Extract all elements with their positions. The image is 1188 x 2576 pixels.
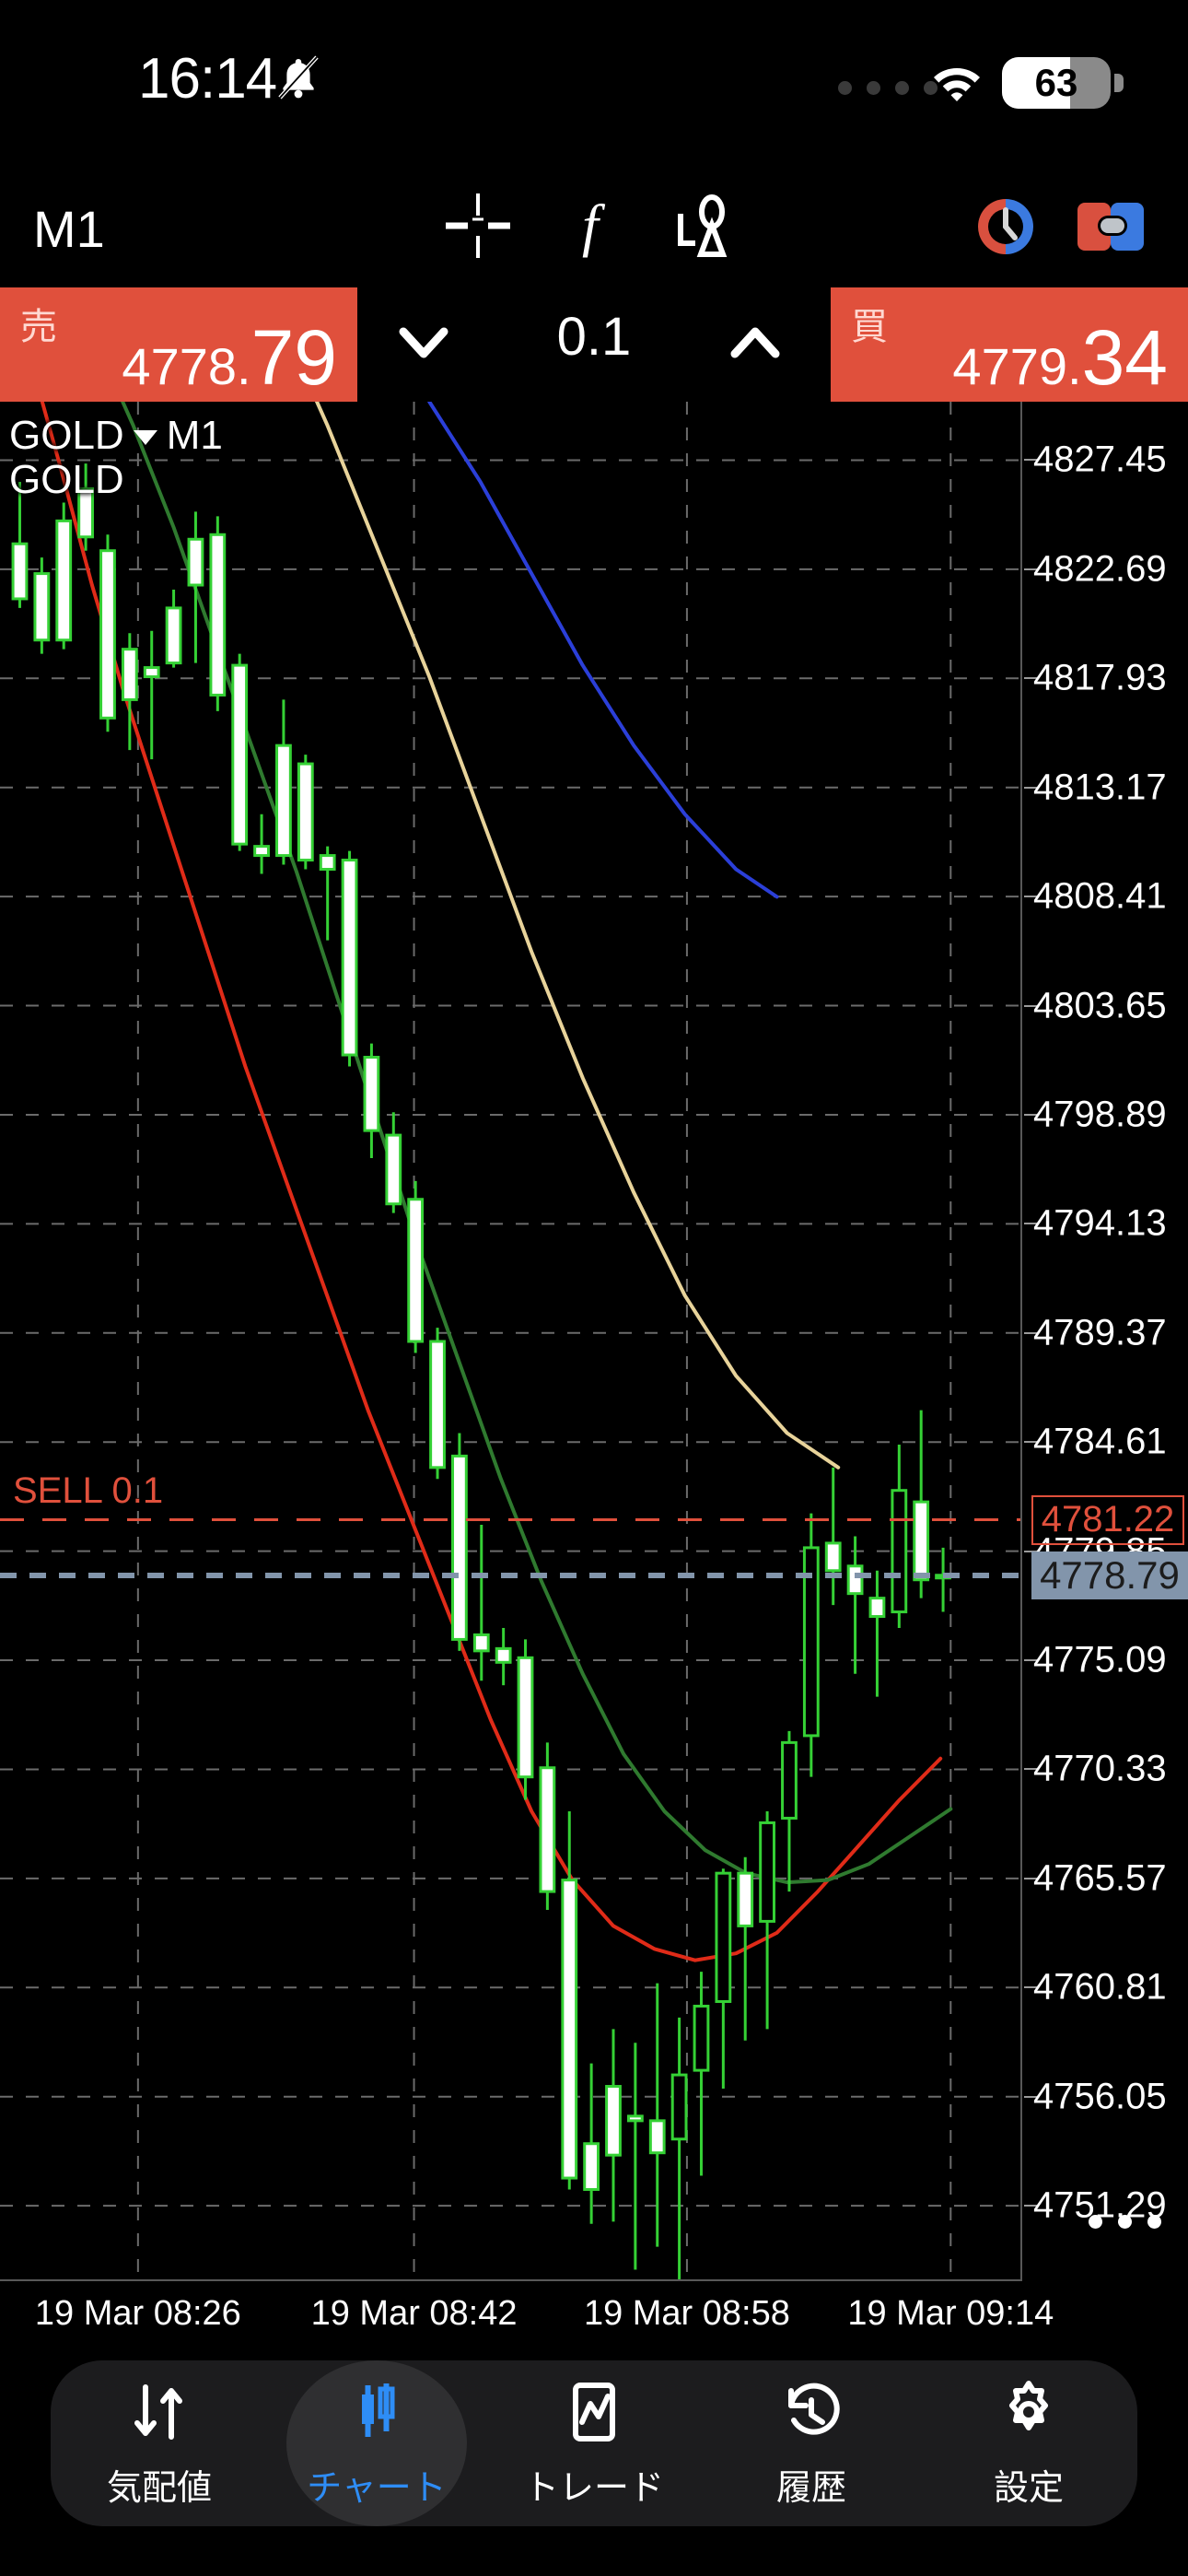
time-axis-label: 19 Mar 08:58 (583, 2294, 790, 2333)
price-tick-label: 4827.45 (1033, 439, 1167, 480)
bid-price-badge: 4778.79 (1031, 1551, 1188, 1599)
more-dots-icon[interactable] (1089, 2215, 1161, 2229)
price-tick-mark (1024, 1223, 1037, 1225)
status-time: 16:14 (138, 47, 277, 111)
sell-button[interactable]: 売 4778.79 (0, 287, 357, 402)
nav-item-2[interactable]: トレード (485, 2370, 703, 2517)
one-click-trading-icon[interactable] (1076, 199, 1146, 254)
nav-item-4[interactable]: 設定 (920, 2370, 1137, 2517)
price-tick-label: 4789.37 (1033, 1312, 1167, 1353)
battery-percent: 63 (1034, 61, 1078, 104)
buy-label: 買 (851, 307, 888, 347)
price-tick-label: 4770.33 (1033, 1748, 1167, 1789)
sell-price: 4778.79 (122, 319, 337, 396)
svg-text:f: f (582, 193, 606, 258)
price-tick-mark (1024, 459, 1037, 462)
sell-price-dec: 79 (250, 314, 337, 401)
objects-icon[interactable] (668, 192, 740, 260)
price-tick-mark (1024, 1331, 1037, 1334)
price-tick-mark (1024, 1986, 1037, 1989)
history-clock-icon (777, 2378, 845, 2446)
bell-muted-icon (278, 55, 319, 100)
price-tick-mark (1024, 2205, 1037, 2207)
chart-symbol-header[interactable]: GOLD M1 (9, 413, 223, 459)
price-tick-label: 4813.17 (1033, 767, 1167, 808)
gear-icon (995, 2378, 1063, 2446)
time-axis: 19 Mar 08:26 19 Mar 08:42 19 Mar 08:58 19 M… (0, 2294, 1188, 2359)
price-tick-mark (1024, 786, 1037, 789)
price-tick-label: 4765.57 (1033, 1857, 1167, 1899)
sell-price-int: 4778. (122, 337, 251, 395)
status-bar: 16:14 63 (0, 0, 1188, 166)
buy-button[interactable]: 買 4779.34 (831, 287, 1188, 402)
price-scale[interactable]: 4827.45 4822.69 4817.93 4813.17 4808.41 4803.… (1024, 402, 1188, 2281)
sell-label: 売 (20, 307, 57, 347)
chart-toolbar: M1 f (0, 166, 1188, 284)
price-tick-mark (1024, 2095, 1037, 2098)
price-tick-mark (1024, 1659, 1037, 1662)
price-tick-label: 4817.93 (1033, 657, 1167, 698)
trade-chart-icon (560, 2378, 628, 2446)
nav-item-label: 履歴 (775, 2468, 846, 2508)
nav-item-3[interactable]: 履歴 (703, 2370, 920, 2517)
battery-indicator: 63 (1002, 57, 1111, 109)
volume-value[interactable]: 0.1 (556, 307, 632, 367)
price-tick-mark (1024, 1768, 1037, 1771)
price-tick-label: 4803.65 (1033, 985, 1167, 1026)
candlestick-icon (343, 2378, 411, 2446)
volume-decrease-button[interactable] (396, 319, 451, 367)
price-tick-label: 4760.81 (1033, 1966, 1167, 2008)
time-axis-label: 19 Mar 09:14 (847, 2294, 1054, 2333)
price-tick-mark (1024, 568, 1037, 570)
position-label[interactable]: SELL 0.1 (13, 1469, 164, 1511)
nav-item-0[interactable]: 気配値 (51, 2370, 268, 2517)
price-tick-label: 4798.89 (1033, 1094, 1167, 1135)
price-tick-mark (1024, 1113, 1037, 1116)
buy-price-int: 4779. (952, 337, 1082, 395)
quote-bar: 売 4778.79 0.1 買 4779.34 (0, 284, 1188, 402)
nav-item-label: 気配値 (106, 2468, 212, 2508)
function-f-icon[interactable]: f (562, 192, 634, 260)
price-tick-label: 4756.05 (1033, 2076, 1167, 2117)
volume-increase-button[interactable] (728, 319, 783, 367)
wifi-icon (934, 68, 980, 101)
chart-timeframe: M1 (166, 413, 223, 458)
time-axis-label: 19 Mar 08:26 (34, 2294, 241, 2333)
price-tick-mark (1024, 1877, 1037, 1879)
price-tick-label: 4808.41 (1033, 875, 1167, 917)
battery-tip (1114, 74, 1124, 92)
price-tick-label: 4775.09 (1033, 1639, 1167, 1680)
chart-symbol: GOLD (9, 413, 124, 458)
chart-canvas (0, 402, 1020, 2279)
order-price-badge[interactable]: 4781.22 (1031, 1494, 1184, 1545)
buy-price-dec: 34 (1081, 314, 1168, 401)
quotes-arrows-icon (125, 2378, 193, 2446)
timeframe-button[interactable]: M1 (33, 200, 105, 258)
price-tick-mark (1024, 1441, 1037, 1444)
chart-plot[interactable]: GOLD M1 GOLD SELL 0.1 (0, 402, 1022, 2281)
price-tick-mark (1024, 1550, 1037, 1552)
price-tick-mark (1024, 1004, 1037, 1007)
chart-symbol-sub: GOLD (9, 457, 124, 502)
price-tick-label: 4822.69 (1033, 548, 1167, 590)
buy-price: 4779.34 (952, 319, 1168, 396)
nav-item-label: トレード (523, 2468, 664, 2508)
signal-dots-icon (838, 81, 938, 95)
chart-area[interactable]: GOLD M1 GOLD SELL 0.1 4827.45 4822.69 4817.… (0, 402, 1188, 2292)
nav-item-1[interactable]: チャート (268, 2370, 485, 2517)
price-tick-mark (1024, 677, 1037, 680)
caret-down-icon[interactable] (133, 430, 157, 446)
nav-item-label: チャート (307, 2468, 447, 2508)
crosshair-icon[interactable] (442, 192, 514, 260)
price-tick-label: 4784.61 (1033, 1421, 1167, 1462)
price-tick-mark (1024, 896, 1037, 898)
bottom-navigation: 気配値 チャート トレード 履歴 設定 (51, 2360, 1137, 2526)
price-tick-label: 4794.13 (1033, 1202, 1167, 1244)
clock-trade-icon[interactable] (974, 195, 1037, 258)
time-axis-label: 19 Mar 08:42 (310, 2294, 518, 2333)
nav-item-label: 設定 (993, 2468, 1064, 2508)
